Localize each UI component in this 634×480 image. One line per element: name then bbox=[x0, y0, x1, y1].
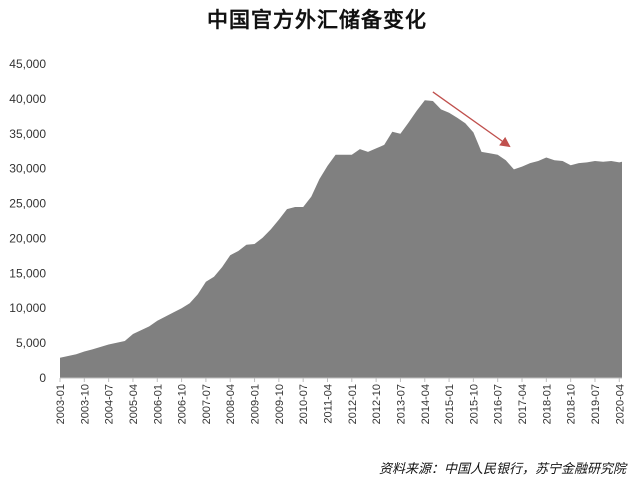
y-tick-label: 10,000 bbox=[9, 301, 46, 315]
x-tick-label: 2018-01 bbox=[541, 384, 553, 424]
x-tick-label: 2004-07 bbox=[104, 384, 116, 424]
x-tick-label: 2014-04 bbox=[420, 384, 432, 424]
y-tick-label: 30,000 bbox=[9, 162, 46, 176]
source-note: 资料来源：中国人民银行，苏宁金融研究院 bbox=[378, 462, 626, 477]
x-tick-label: 2003-10 bbox=[79, 384, 91, 424]
y-tick-label: 35,000 bbox=[9, 127, 46, 141]
x-tick-label: 2012-01 bbox=[347, 384, 359, 424]
trend-arrow bbox=[432, 91, 511, 148]
x-tick-label: 2009-01 bbox=[250, 384, 262, 424]
x-tick-label: 2010-07 bbox=[298, 384, 310, 424]
x-tick-label: 2006-01 bbox=[152, 384, 164, 424]
x-tick-label: 2008-04 bbox=[225, 384, 237, 424]
chart-title: 中国官方外汇储备变化 bbox=[207, 8, 427, 32]
x-tick-label: 2016-07 bbox=[493, 384, 505, 424]
x-tick-label: 2015-01 bbox=[444, 384, 456, 424]
y-tick-label: 5,000 bbox=[16, 336, 46, 350]
x-tick-label: 2012-10 bbox=[371, 384, 383, 424]
x-tick-label: 2005-04 bbox=[128, 384, 140, 424]
x-tick-label: 2015-10 bbox=[468, 384, 480, 424]
x-tick-label: 2011-04 bbox=[322, 384, 334, 424]
y-tick-label: 40,000 bbox=[9, 92, 46, 106]
y-tick-label: 45,000 bbox=[9, 57, 46, 71]
x-tick-label: 2013-07 bbox=[395, 384, 407, 424]
x-tick-label: 2009-10 bbox=[274, 384, 286, 424]
y-tick-label: 0 bbox=[39, 371, 46, 385]
area-series-0 bbox=[60, 100, 622, 379]
x-tick-label: 2017-04 bbox=[517, 384, 529, 424]
x-tick-label: 2018-10 bbox=[566, 384, 578, 424]
x-tick-label: 2007-07 bbox=[201, 384, 213, 424]
y-tick-label: 20,000 bbox=[9, 231, 46, 245]
x-tick-label: 2003-01 bbox=[55, 384, 67, 424]
y-tick-label: 15,000 bbox=[9, 266, 46, 280]
x-tick-label: 2020-04 bbox=[614, 384, 626, 424]
y-tick-label: 25,000 bbox=[9, 197, 46, 211]
x-tick-label: 2006-10 bbox=[177, 384, 189, 424]
x-tick-label: 2019-07 bbox=[590, 384, 602, 424]
